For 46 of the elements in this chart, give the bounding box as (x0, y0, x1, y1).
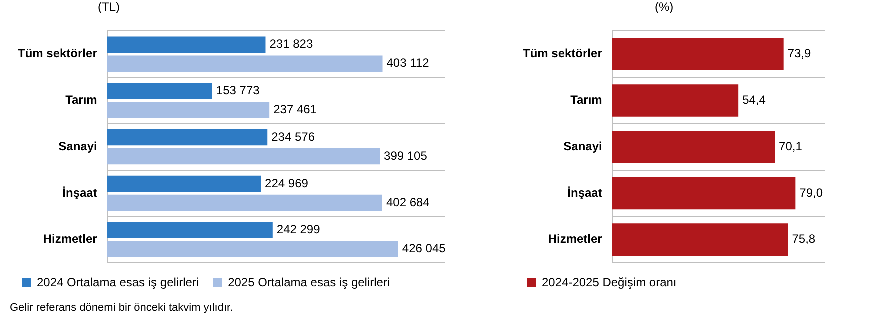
bar (107, 36, 266, 53)
bar (612, 177, 796, 210)
bar (107, 176, 262, 192)
legend-label: 2024-2025 Değişim oranı (542, 275, 677, 290)
bar (107, 241, 398, 258)
y-tick-label: İnşaat (62, 186, 98, 200)
data-label: 242 299 (276, 222, 321, 237)
x-axis-title: (%) (655, 0, 674, 14)
data-label: 403 112 (386, 56, 430, 70)
data-label: 224 969 (265, 176, 309, 190)
bar (107, 194, 382, 212)
data-label: 426 045 (402, 242, 446, 256)
bar (107, 56, 383, 72)
bar (612, 38, 784, 71)
y-tick-label: Tarım (570, 93, 602, 108)
x-axis-title: (TL) (98, 0, 120, 14)
y-tick-label: Tüm sektörler (523, 46, 603, 61)
data-label: 237 461 (274, 102, 318, 117)
y-tick-label: Hizmetler (548, 232, 603, 246)
bar (107, 222, 273, 238)
bar (107, 148, 380, 165)
y-tick-label: Hizmetler (43, 232, 98, 246)
y-tick-label: Tüm sektörler (18, 46, 98, 61)
bar (612, 224, 788, 256)
legend-label: 2025 Ortalama esas iş gelirleri (228, 275, 390, 290)
data-label: 54,4 (742, 93, 766, 108)
data-label: 75,8 (792, 232, 816, 246)
bar (107, 130, 268, 146)
text: Gelir referans dönemi bir önceki takvim yılıdır. (10, 302, 234, 314)
bar (612, 84, 739, 117)
data-label: 79,0 (800, 186, 824, 200)
bar (612, 130, 776, 164)
y-tick-label: İnşaat (568, 186, 602, 200)
data-label: 73,9 (788, 46, 812, 61)
data-label: 70,1 (779, 139, 803, 154)
y-tick-label: Sanayi (564, 139, 602, 154)
data-label: 231 823 (270, 37, 314, 52)
data-label: 399 105 (384, 148, 428, 163)
data-label: 234 576 (272, 130, 316, 144)
data-label: 402 684 (386, 195, 430, 210)
bar (107, 83, 212, 100)
data-label: 153 773 (216, 84, 260, 98)
y-tick-label: Sanayi (58, 139, 98, 154)
legend-label: 2024 Ortalama esas iş gelirleri (37, 275, 200, 290)
y-tick-label: Tarım (66, 93, 98, 108)
bar (107, 102, 270, 118)
